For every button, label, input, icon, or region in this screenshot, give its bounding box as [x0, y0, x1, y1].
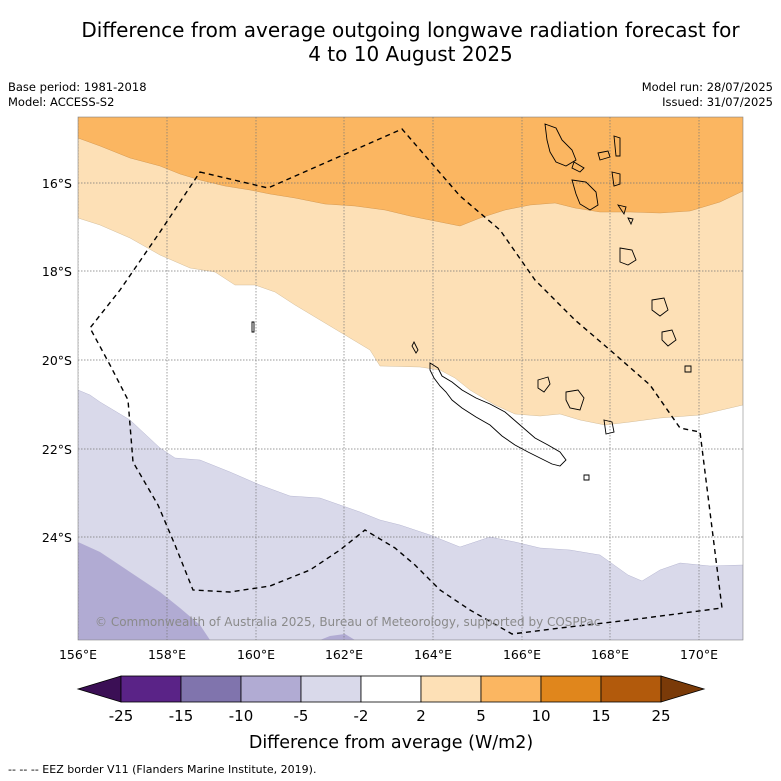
anomaly-band-neg5-neg10-small — [320, 634, 355, 640]
eez-footnote: -- -- -- EEZ border V11 (Flanders Marine… — [8, 763, 317, 776]
cb-label-neg15: -15 — [169, 707, 194, 725]
y-tick-18s: 18°S — [42, 264, 72, 279]
colorbar-bin-6 — [420, 675, 482, 703]
loyalty-island-2 — [565, 389, 585, 411]
efate — [619, 247, 637, 266]
cb-label-15: 15 — [591, 707, 610, 725]
x-tick-156: 156°E — [59, 647, 97, 662]
colorbar-extend-low — [76, 675, 122, 703]
x-tick-162: 162°E — [325, 647, 363, 662]
new-caledonia — [429, 362, 567, 467]
anomaly-band-5-10 — [78, 117, 743, 227]
model-run: Model run: 28/07/2025 — [641, 80, 773, 94]
anomaly-band-neg5-neg10 — [78, 542, 210, 640]
cb-label-10: 10 — [531, 707, 550, 725]
aneityum — [684, 365, 692, 373]
colorbar-labels: -25 -15 -10 -5 -2 2 5 10 15 25 — [109, 707, 671, 725]
map-frame — [77, 116, 744, 641]
vanuatu-islet-3 — [251, 321, 255, 333]
tanna — [661, 329, 677, 347]
vanuatu-island-4 — [597, 150, 611, 161]
malakula — [571, 179, 599, 211]
y-tick-16s: 16°S — [42, 176, 72, 191]
x-tick-168: 168°E — [591, 647, 629, 662]
cb-label-25: 25 — [651, 707, 670, 725]
loyalty-island-1 — [537, 376, 551, 393]
espiritu-santo — [544, 123, 577, 167]
colorbar-bin-5 — [360, 675, 422, 703]
colorbar-title: Difference from average (W/m2) — [249, 733, 533, 753]
y-tick-22s: 22°S — [42, 442, 72, 457]
y-tick-20s: 20°S — [42, 353, 72, 368]
chesterfield-islands — [411, 340, 419, 354]
coastlines — [251, 123, 692, 481]
colorbar-bin-2 — [180, 675, 242, 703]
colorbar-extend-high — [660, 675, 706, 703]
cb-label-neg10: -10 — [229, 707, 254, 725]
colorbar — [76, 675, 706, 703]
graticule — [78, 117, 743, 640]
title-line-1: Difference from average outgoing longwav… — [81, 18, 740, 42]
vanuatu-island-2 — [571, 161, 585, 173]
cb-label-neg5: -5 — [294, 707, 309, 725]
colorbar-bin-9 — [600, 675, 662, 703]
meta-left: Base period: 1981-2018 Model: ACCESS-S2 — [8, 80, 147, 110]
meta-right: Model run: 28/07/2025 Issued: 31/07/2025 — [642, 80, 773, 110]
base-period: Base period: 1981-2018 — [8, 80, 147, 94]
colorbar-bin-3 — [240, 675, 302, 703]
isle-of-pines — [583, 474, 590, 481]
model-name: Model: ACCESS-S2 — [8, 95, 115, 109]
vanuatu-islet-1 — [616, 204, 627, 216]
colorbar-bin-7 — [480, 675, 542, 703]
x-axis-labels: 156°E 158°E 160°E 162°E 164°E 166°E 168°… — [59, 647, 718, 662]
vanuatu-island-6 — [611, 171, 621, 187]
cb-label-neg2: -2 — [354, 707, 369, 725]
eez-border — [89, 128, 723, 635]
loyalty-island-3 — [603, 419, 615, 435]
colorbar-bin-8 — [540, 675, 602, 703]
cb-label-2: 2 — [416, 707, 426, 725]
vanuatu-islet-2 — [627, 217, 634, 226]
x-tick-166: 166°E — [503, 647, 541, 662]
x-tick-170: 170°E — [680, 647, 718, 662]
title-line-2: 4 to 10 August 2025 — [308, 42, 513, 66]
vanuatu-island-5 — [613, 135, 621, 157]
erromango — [651, 297, 669, 317]
cb-label-neg25: -25 — [109, 707, 134, 725]
y-tick-24s: 24°S — [42, 530, 72, 545]
x-tick-164: 164°E — [414, 647, 452, 662]
issued-date: Issued: 31/07/2025 — [662, 95, 773, 109]
x-tick-158: 158°E — [148, 647, 186, 662]
cb-label-5: 5 — [476, 707, 486, 725]
colorbar-bin-1 — [120, 675, 182, 703]
copyright-notice: © Commonwealth of Australia 2025, Bureau… — [95, 615, 600, 629]
anomaly-band-neg2-neg5 — [78, 389, 743, 640]
colorbar-bin-4 — [300, 675, 362, 703]
map-title: Difference from average outgoing longwav… — [0, 18, 781, 66]
y-axis-labels: 16°S 18°S 20°S 22°S 24°S — [42, 176, 72, 545]
x-tick-160: 160°E — [237, 647, 275, 662]
map-area: © Commonwealth of Australia 2025, Bureau… — [78, 117, 743, 640]
